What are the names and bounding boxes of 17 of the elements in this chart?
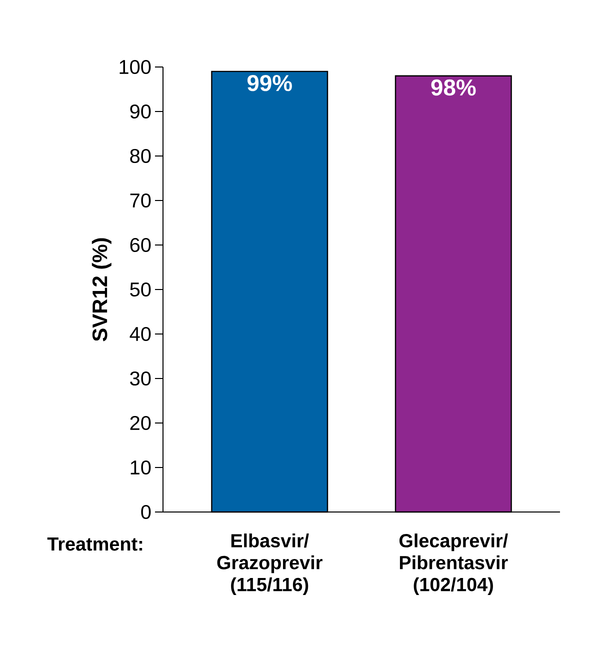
y-tick-label: 60 [130,238,151,252]
y-tick-label: 10 [130,460,151,475]
x-tick-label: Glecaprevir/ Pibrentasvir (102/104) [399,534,508,595]
y-tick-label: 90 [130,104,151,119]
y-tick-label: 50 [130,282,151,297]
data-label: 98% [431,79,476,96]
x-tick-label: Elbasvir/ Grazoprevir (115/116) [217,534,322,595]
y-tick-label: 0 [141,504,151,520]
y-tick-label: 80 [130,148,151,164]
y-tick-label: 70 [130,193,151,208]
x-axis-title: Treatment: [47,538,142,551]
y-tick-label: 20 [130,416,151,430]
y-tick-label: 30 [130,371,151,386]
y-tick-label: 40 [130,326,151,342]
y-axis-title: SVR12 (%) [92,238,112,342]
data-label: 99% [247,74,292,92]
y-tick-label: 100 [120,60,151,74]
